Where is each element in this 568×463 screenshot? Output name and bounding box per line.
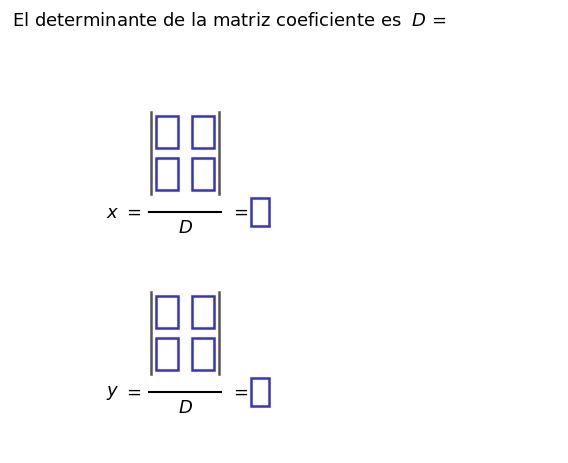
- Bar: [156, 296, 178, 328]
- Bar: [192, 117, 214, 149]
- Text: =: =: [233, 204, 248, 221]
- Text: =: =: [233, 383, 248, 401]
- Bar: [156, 117, 178, 149]
- Text: =: =: [126, 383, 141, 401]
- Bar: [156, 159, 178, 191]
- Text: $x$: $x$: [106, 204, 119, 221]
- Text: $y$: $y$: [106, 383, 119, 401]
- Bar: [192, 159, 214, 191]
- Bar: [192, 296, 214, 328]
- Text: $D$: $D$: [177, 219, 193, 237]
- Bar: [251, 378, 269, 406]
- Bar: [192, 338, 214, 370]
- Bar: [251, 199, 269, 226]
- Text: El determinante de la matriz coeficiente es  $D$ =: El determinante de la matriz coeficiente…: [12, 12, 446, 30]
- Text: =: =: [126, 204, 141, 221]
- Text: $D$: $D$: [177, 398, 193, 416]
- Bar: [156, 338, 178, 370]
